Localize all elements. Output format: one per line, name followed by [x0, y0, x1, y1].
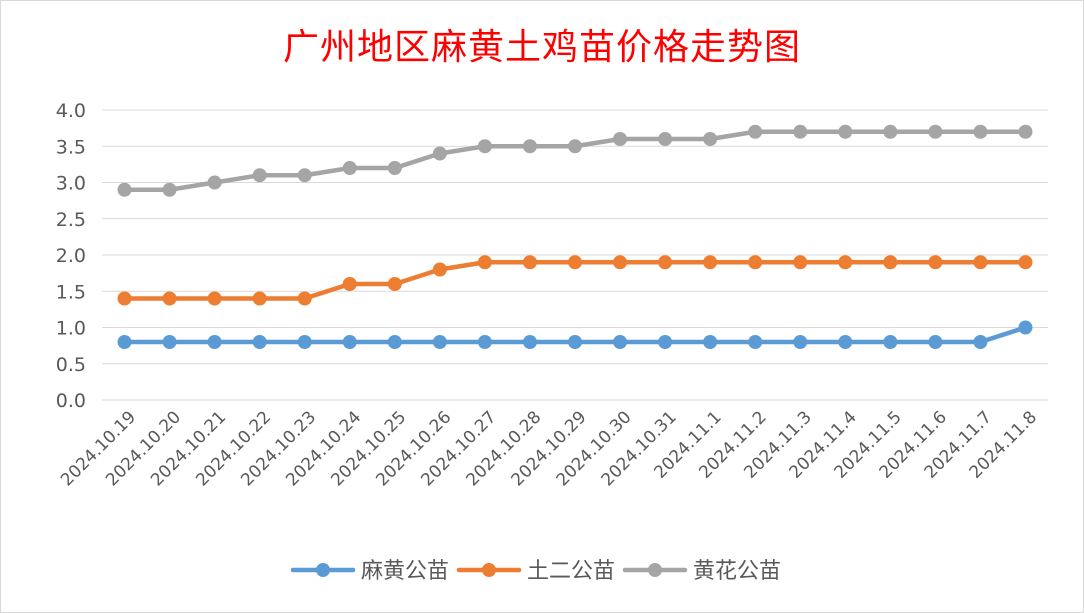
data-point [117, 182, 132, 197]
data-point [162, 291, 177, 306]
data-point [928, 335, 943, 349]
data-point [117, 335, 132, 349]
data-point [342, 335, 357, 349]
data-point [748, 335, 763, 349]
data-point [1018, 124, 1033, 139]
data-point [928, 124, 943, 139]
data-point [793, 124, 808, 139]
data-point [928, 255, 943, 270]
data-point [703, 335, 718, 349]
data-point [1018, 255, 1033, 270]
data-point [252, 291, 267, 306]
y-tick-label: 0.5 [56, 354, 86, 376]
data-point [703, 255, 718, 270]
data-point [973, 124, 988, 139]
y-tick-label: 2.5 [56, 209, 86, 231]
chart-title: 广州地区麻黄土鸡苗价格走势图 [282, 27, 801, 68]
data-point [432, 146, 447, 161]
data-point [613, 335, 628, 349]
data-point [387, 277, 402, 291]
data-point [748, 255, 763, 270]
data-point [838, 335, 853, 349]
data-point [658, 255, 673, 270]
y-tick-label: 4.0 [56, 100, 86, 122]
data-point [613, 132, 628, 146]
legend-swatch-marker [316, 563, 330, 577]
data-point [838, 255, 853, 270]
data-point [973, 335, 988, 349]
data-point [207, 291, 222, 306]
data-point [252, 168, 267, 183]
y-tick-label: 3.0 [56, 173, 86, 195]
data-point [568, 335, 582, 349]
data-point [658, 335, 673, 349]
legend-swatch-marker [482, 563, 496, 577]
legend-swatch-marker [648, 563, 662, 577]
data-point [477, 139, 492, 154]
data-point [883, 255, 898, 270]
data-point [297, 335, 312, 349]
data-point [883, 124, 898, 139]
data-point [432, 262, 447, 277]
data-point [252, 335, 267, 349]
data-point [387, 161, 402, 175]
data-point [793, 255, 808, 270]
data-point [117, 291, 132, 306]
legend-label: 黄花公苗 [693, 559, 781, 584]
data-point [522, 139, 537, 154]
data-point [613, 255, 628, 270]
data-point [883, 335, 898, 349]
data-point [207, 335, 222, 349]
data-point [342, 161, 357, 175]
data-point [793, 335, 808, 349]
data-point [973, 255, 988, 270]
data-point [477, 335, 492, 349]
data-point [477, 255, 492, 270]
data-point [387, 335, 402, 349]
data-point [1018, 320, 1033, 335]
y-tick-label: 1.0 [56, 318, 86, 340]
y-tick-label: 2.0 [56, 245, 86, 267]
y-tick-label: 1.5 [56, 281, 86, 303]
y-tick-label: 3.5 [56, 136, 86, 158]
data-point [748, 124, 763, 139]
data-point [522, 255, 537, 270]
data-point [207, 175, 222, 190]
legend-label: 麻黄公苗 [361, 559, 449, 584]
data-point [162, 335, 177, 349]
y-tick-label: 0.0 [56, 390, 86, 412]
data-point [297, 168, 312, 183]
data-point [838, 124, 853, 139]
data-point [297, 291, 312, 306]
data-point [342, 277, 357, 291]
data-point [432, 335, 447, 349]
data-point [658, 132, 673, 146]
data-point [568, 139, 582, 154]
data-point [568, 255, 582, 270]
legend-label: 土二公苗 [527, 559, 615, 584]
data-point [162, 182, 177, 197]
data-point [703, 132, 718, 146]
data-point [522, 335, 537, 349]
